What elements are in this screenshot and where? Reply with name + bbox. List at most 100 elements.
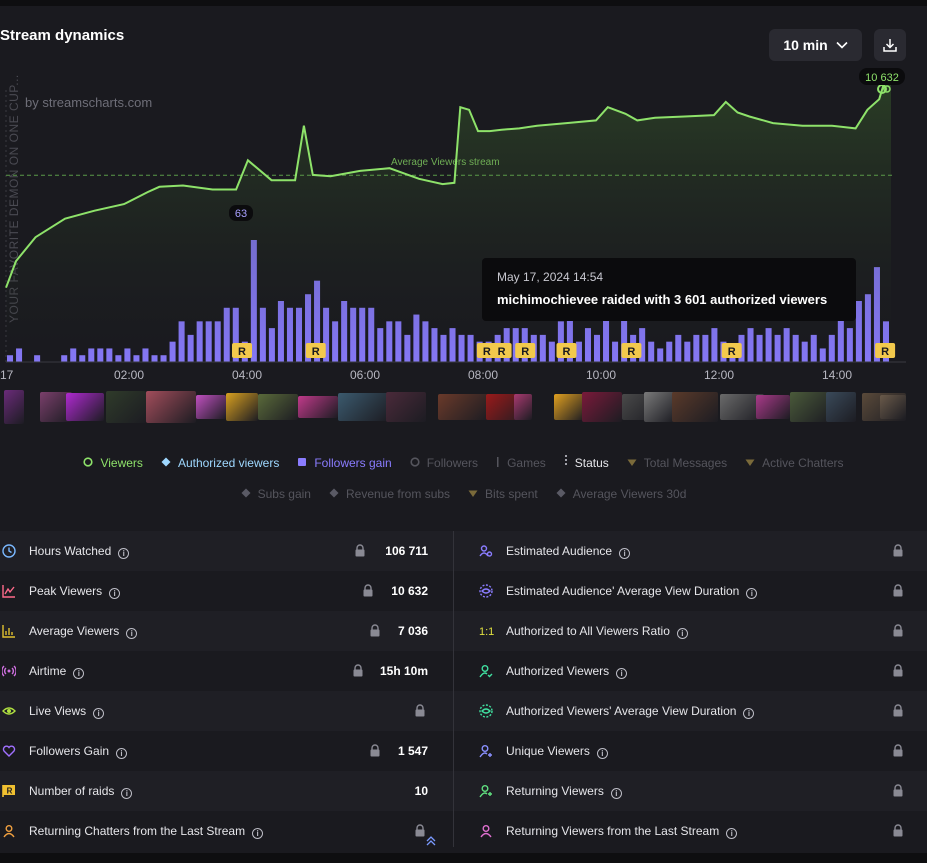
lock-icon[interactable] <box>362 584 374 597</box>
scroll-up-icon[interactable] <box>426 835 436 847</box>
svg-text:R: R <box>7 787 13 796</box>
lock-icon[interactable] <box>892 544 904 557</box>
legend-item[interactable]: Authorized viewers <box>161 455 279 470</box>
stat-label: Live Views i <box>29 704 105 719</box>
stat-label: Authorized Viewers' Average View Duratio… <box>506 704 755 719</box>
raid-marker[interactable]: R <box>875 343 896 358</box>
lock-icon[interactable] <box>892 624 904 637</box>
raid-tooltip: May 17, 2024 14:54 michimochievee raided… <box>482 258 856 321</box>
eye-timer-icon <box>479 704 493 718</box>
game-thumbnail[interactable] <box>582 392 622 422</box>
game-thumbnail[interactable] <box>826 392 856 422</box>
game-thumbnail[interactable] <box>672 392 718 422</box>
raid-badge-label: R <box>728 346 736 358</box>
stat-label: Number of raids i <box>29 784 133 799</box>
raid-badge-label: R <box>483 346 491 358</box>
lock-icon[interactable] <box>892 744 904 757</box>
legend-item[interactable]: Bits spent <box>468 487 538 501</box>
lock-icon[interactable] <box>892 704 904 717</box>
game-thumbnail[interactable] <box>66 393 104 421</box>
raid-marker[interactable]: R <box>515 343 536 358</box>
lock-icon[interactable] <box>354 544 366 557</box>
game-thumbnail[interactable] <box>106 391 146 423</box>
interval-dropdown[interactable]: 10 min <box>769 29 862 61</box>
legend-item[interactable]: Subs gain <box>241 487 311 501</box>
info-icon[interactable]: i <box>746 588 758 599</box>
info-icon[interactable]: i <box>252 828 264 839</box>
game-thumbnail[interactable] <box>258 394 298 420</box>
game-thumbnail[interactable] <box>756 395 790 419</box>
info-icon[interactable]: i <box>726 828 738 839</box>
stats-column-divider <box>453 531 454 847</box>
game-thumbnail[interactable] <box>438 394 488 420</box>
info-icon[interactable]: i <box>596 748 608 759</box>
lock-icon[interactable] <box>352 664 364 677</box>
legend-item[interactable]: Total Messages <box>627 455 727 470</box>
game-thumbnail[interactable] <box>298 396 338 418</box>
info-icon[interactable]: i <box>121 788 133 799</box>
raid-marker[interactable]: R <box>721 343 742 358</box>
raid-marker[interactable]: R <box>305 343 326 358</box>
stat-value: 10 632 <box>391 584 428 598</box>
game-thumbnail[interactable] <box>196 395 226 419</box>
peak-label-box <box>859 68 905 85</box>
game-thumbnail[interactable] <box>790 392 830 422</box>
lock-icon[interactable] <box>892 824 904 837</box>
info-icon[interactable]: i <box>126 628 138 639</box>
legend-item[interactable]: Games <box>496 455 546 470</box>
game-thumbnail[interactable] <box>880 395 906 419</box>
game-thumbnail[interactable] <box>554 394 584 420</box>
game-thumbnail[interactable] <box>338 393 388 421</box>
average-chart-icon <box>2 624 16 638</box>
stat-row: Estimated Audience' Average View Duratio… <box>454 571 927 611</box>
legend-item[interactable]: Followers <box>410 455 478 470</box>
game-thumbnail[interactable] <box>386 392 426 422</box>
raid-marker[interactable]: R <box>556 343 577 358</box>
lock-icon[interactable] <box>892 584 904 597</box>
info-icon[interactable]: i <box>619 548 631 559</box>
peak-marker: 10 632 <box>859 68 905 94</box>
game-thumbnail[interactable] <box>4 390 24 424</box>
lock-icon[interactable] <box>369 624 381 637</box>
user-icon <box>479 824 493 838</box>
legend-item[interactable]: Status <box>564 455 609 470</box>
game-thumbnails-strip <box>0 384 927 430</box>
lock-icon[interactable] <box>369 744 381 757</box>
info-icon[interactable]: i <box>116 748 128 759</box>
legend-item[interactable]: Active Chatters <box>745 455 844 470</box>
info-icon[interactable]: i <box>109 588 121 599</box>
stat-row: Followers Gain i 1 547 <box>0 731 453 771</box>
info-icon[interactable]: i <box>610 788 622 799</box>
lock-icon[interactable] <box>892 664 904 677</box>
raid-badge-bg <box>232 343 252 358</box>
heart-icon <box>2 744 16 758</box>
legend-item[interactable]: Average Viewers 30d <box>556 487 686 501</box>
info-icon[interactable]: i <box>743 708 755 719</box>
game-thumbnail[interactable] <box>644 392 674 422</box>
download-button[interactable] <box>874 29 906 61</box>
stat-row: Peak Viewers i 10 632 <box>0 571 453 611</box>
info-icon[interactable]: i <box>616 668 628 679</box>
info-icon[interactable]: i <box>118 548 130 559</box>
raid-marker[interactable]: R <box>621 343 642 358</box>
lock-icon[interactable] <box>414 704 426 717</box>
raid-marker[interactable]: R <box>491 343 512 358</box>
peak-point-secondary <box>883 85 891 93</box>
info-icon[interactable]: i <box>676 628 688 639</box>
info-icon[interactable]: i <box>73 668 85 679</box>
raid-marker[interactable]: R <box>232 343 252 358</box>
lock-icon[interactable] <box>892 784 904 797</box>
legend-item[interactable]: Viewers <box>83 455 143 470</box>
game-thumbnail[interactable] <box>514 394 532 420</box>
game-thumbnail[interactable] <box>226 393 258 421</box>
raid-badge-label: R <box>563 346 571 358</box>
raid-badge-label: R <box>627 346 635 358</box>
stat-label: Airtime i <box>29 664 85 679</box>
game-thumbnail[interactable] <box>146 391 196 423</box>
lock-icon[interactable] <box>414 824 426 837</box>
info-icon[interactable]: i <box>93 708 105 719</box>
legend-item[interactable]: Revenue from subs <box>329 487 450 501</box>
legend-item[interactable]: Followers gain <box>297 455 392 470</box>
stat-label: Peak Viewers i <box>29 584 121 599</box>
raid-badge-label: R <box>312 346 320 358</box>
